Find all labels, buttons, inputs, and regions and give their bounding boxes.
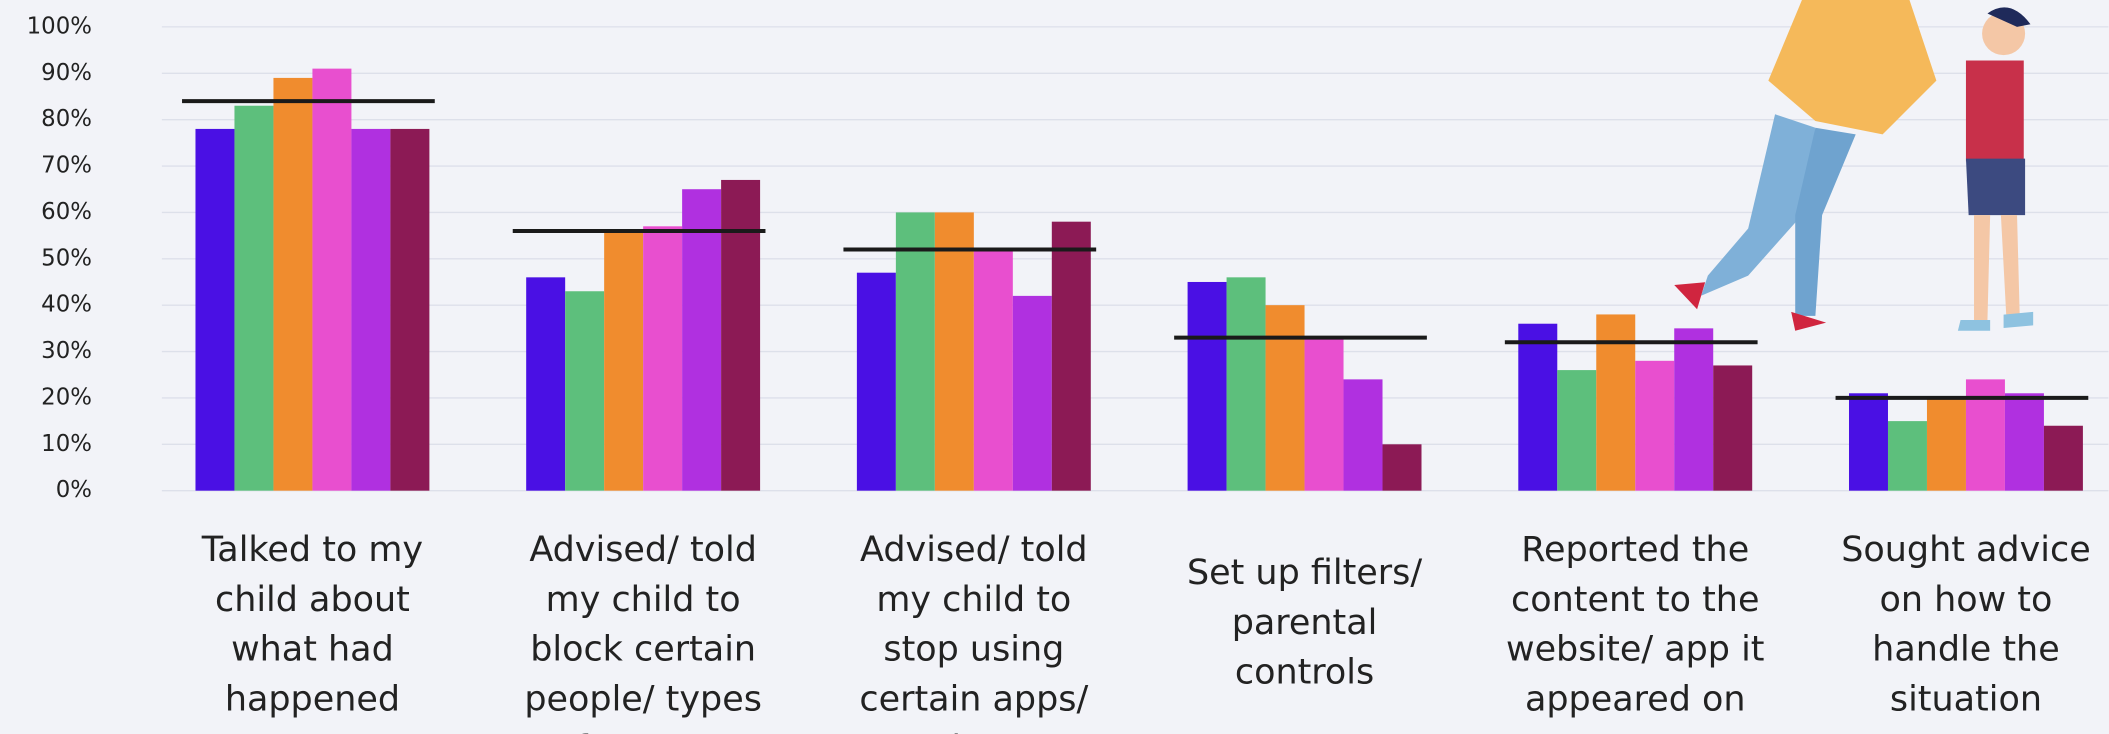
bar <box>565 291 605 491</box>
x-tick-label: on how to <box>1879 580 2052 620</box>
bar <box>1226 277 1266 491</box>
y-tick-label: 90% <box>41 60 92 86</box>
y-tick-label: 100% <box>27 13 92 39</box>
bar <box>234 105 274 491</box>
x-tick-label: Advised/ told <box>529 530 757 570</box>
x-tick-label: parental <box>1232 603 1378 643</box>
x-tick-label: people/ types <box>524 679 762 719</box>
bar <box>1518 323 1558 491</box>
bar <box>721 179 761 491</box>
x-tick-label: Talked to my <box>201 530 423 570</box>
bar <box>1848 393 1888 491</box>
y-tick-label: 20% <box>41 384 92 410</box>
x-tick-label: what had <box>231 630 394 670</box>
bar <box>1265 305 1305 491</box>
bar <box>1635 360 1675 491</box>
x-tick-label: of content <box>554 729 733 734</box>
x-tick-label: Set up filters/ <box>1187 553 1422 593</box>
bar <box>682 189 722 491</box>
bar <box>2004 393 2044 491</box>
bar <box>351 128 391 491</box>
y-tick-label: 40% <box>41 292 92 318</box>
bar <box>643 226 683 491</box>
y-tick-label: 50% <box>41 245 92 271</box>
bar <box>1187 281 1227 491</box>
x-tick-label: sites <box>933 729 1014 734</box>
bar <box>195 128 235 491</box>
bar <box>1887 421 1927 491</box>
x-tick-label: situation <box>1890 679 2042 719</box>
bar <box>526 277 566 491</box>
bar <box>390 128 430 491</box>
x-tick-label: stop using <box>883 630 1064 670</box>
y-tick-label: 60% <box>41 199 92 225</box>
bar <box>2043 425 2083 491</box>
bar <box>1713 365 1753 491</box>
bar <box>1382 444 1422 491</box>
bar <box>1051 221 1091 491</box>
bar <box>1674 328 1714 491</box>
x-tick-label: appeared on <box>1525 679 1746 719</box>
bar <box>1557 370 1597 491</box>
bar <box>895 212 935 491</box>
bar <box>604 230 644 491</box>
x-tick-label: handle the <box>1872 630 2060 670</box>
x-tick-label: website/ app it <box>1506 630 1765 670</box>
bar <box>273 77 313 491</box>
x-tick-label: controls <box>1235 653 1374 693</box>
bar <box>934 212 974 491</box>
x-tick-label: Reported the <box>1521 530 1749 570</box>
y-tick-label: 10% <box>41 431 92 457</box>
x-tick-label: certain apps/ <box>859 679 1088 719</box>
y-tick-label: 80% <box>41 106 92 132</box>
bar <box>856 272 896 491</box>
y-tick-label: 70% <box>41 153 92 179</box>
bar <box>1304 337 1344 491</box>
y-tick-label: 30% <box>41 338 92 364</box>
bar <box>312 68 352 491</box>
x-tick-label: Sought advice <box>1841 530 2091 570</box>
x-tick-label: child about <box>215 580 410 620</box>
x-tick-label: block certain <box>530 630 756 670</box>
x-tick-label: happened <box>225 679 400 719</box>
bar <box>1343 379 1383 491</box>
bar <box>973 249 1013 491</box>
x-tick-label: content to the <box>1511 580 1759 620</box>
x-tick-label: my child to <box>546 580 741 620</box>
x-tick-label: my child to <box>876 580 1071 620</box>
illustration <box>1674 0 2034 331</box>
y-tick-label: 0% <box>56 477 92 503</box>
bar <box>1926 397 1966 491</box>
x-tick-label: Advised/ told <box>860 530 1088 570</box>
bar <box>1012 295 1052 491</box>
